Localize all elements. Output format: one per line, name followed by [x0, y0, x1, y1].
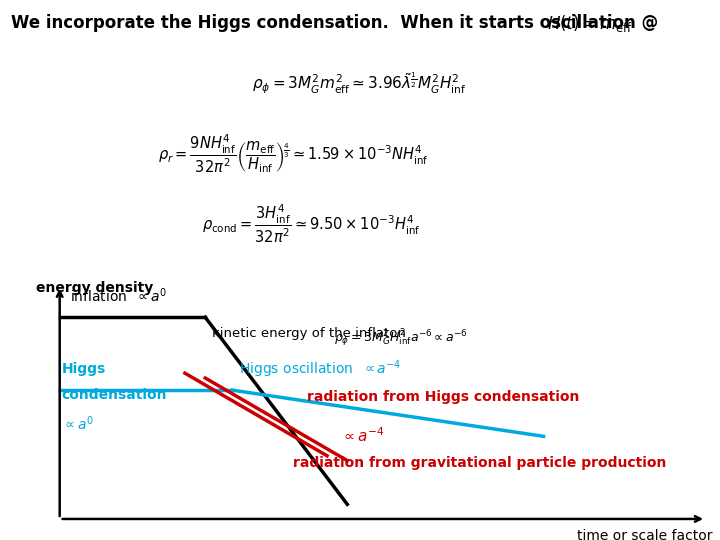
- Text: inflation  $\propto a^0$: inflation $\propto a^0$: [70, 287, 167, 305]
- Text: $\rho_\phi = 3M_G^2H^2_{\rm inf}a^{-6} \propto a^{-6}$: $\rho_\phi = 3M_G^2H^2_{\rm inf}a^{-6} \…: [334, 327, 468, 348]
- Text: $H(t) = m_{\rm eff}$: $H(t) = m_{\rm eff}$: [547, 14, 634, 35]
- Text: $\propto a^{-4}$: $\propto a^{-4}$: [341, 427, 384, 446]
- Text: time or scale factor: time or scale factor: [577, 529, 713, 540]
- Text: $\rho_{\rm cond} = \dfrac{3H_{\rm inf}^4}{32\pi^2} \simeq 9.50\times10^{-3}H_{\r: $\rho_{\rm cond} = \dfrac{3H_{\rm inf}^4…: [202, 202, 420, 245]
- Text: kinetic energy of the inflaton: kinetic energy of the inflaton: [212, 327, 406, 340]
- Text: $\propto a^0$: $\propto a^0$: [62, 415, 94, 433]
- Text: radiation from Higgs condensation: radiation from Higgs condensation: [307, 390, 579, 404]
- Text: energy density: energy density: [36, 281, 153, 295]
- Text: condensation: condensation: [62, 388, 167, 402]
- Text: We incorporate the Higgs condensation.  When it starts oscillation @: We incorporate the Higgs condensation. W…: [11, 14, 658, 31]
- Text: Higgs oscillation  $\propto a^{-4}$: Higgs oscillation $\propto a^{-4}$: [239, 359, 402, 380]
- Text: radiation from gravitational particle production: radiation from gravitational particle pr…: [293, 456, 667, 470]
- Text: $\rho_r = \dfrac{9NH_{\rm inf}^4}{32\pi^2}\left(\dfrac{m_{\rm eff}}{H_{\rm inf}}: $\rho_r = \dfrac{9NH_{\rm inf}^4}{32\pi^…: [158, 132, 429, 175]
- Text: Higgs: Higgs: [62, 362, 106, 376]
- Text: $\rho_\phi = 3M_G^2 m_{\rm eff}^2 \simeq 3.96\tilde{\lambda}^{\frac{1}{2}} M_G^2: $\rho_\phi = 3M_G^2 m_{\rm eff}^2 \simeq…: [252, 70, 467, 96]
